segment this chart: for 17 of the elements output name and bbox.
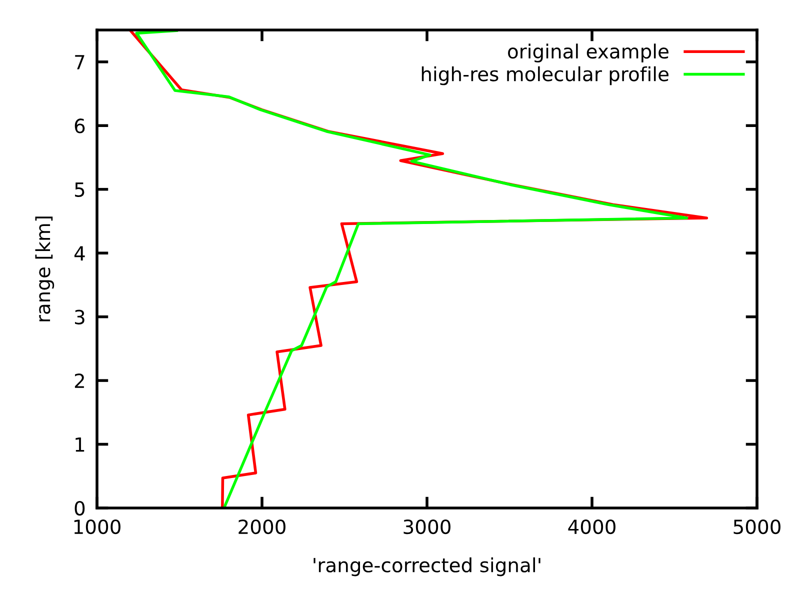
x-axis-title: 'range-corrected signal' <box>314 557 540 576</box>
x-tick-label: 2000 <box>238 519 286 534</box>
y-tick-label: 4 <box>74 246 85 260</box>
x-tick-label: 3000 <box>404 519 450 534</box>
legend-label: high-res molecular profile <box>422 66 668 86</box>
y-tick-label: 0 <box>74 500 85 516</box>
x-tick-label: 1000 <box>74 519 120 534</box>
y-tick-label: 3 <box>75 310 84 324</box>
y-tick-label: 1 <box>76 437 84 452</box>
y-axis-title: range [km] <box>35 216 54 322</box>
x-tick-label: 5000 <box>734 519 780 534</box>
y-tick-label: 2 <box>74 373 84 388</box>
y-tick-label: 6 <box>74 118 85 134</box>
legend-label: original example <box>508 44 668 62</box>
y-tick-label: 7 <box>75 55 84 70</box>
y-tick-label: 5 <box>75 182 84 197</box>
x-tick-label: 4000 <box>568 519 616 534</box>
